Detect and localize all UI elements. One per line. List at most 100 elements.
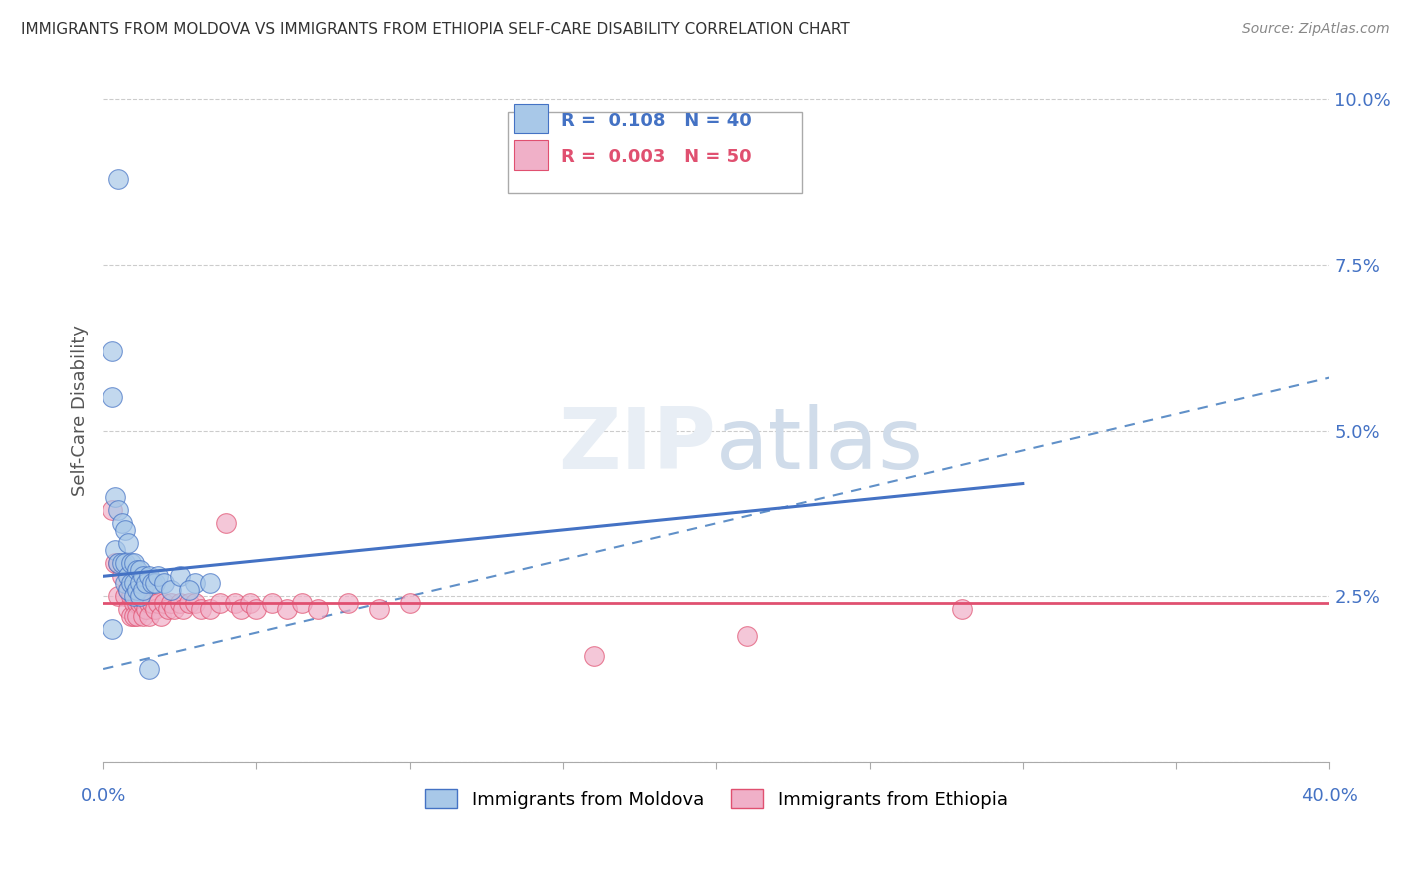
Point xyxy=(117,536,139,550)
Point xyxy=(122,596,145,610)
Point xyxy=(120,575,142,590)
Point xyxy=(135,575,157,590)
Point xyxy=(122,589,145,603)
Point xyxy=(107,556,129,570)
Point xyxy=(950,602,973,616)
Point xyxy=(125,582,148,597)
Point xyxy=(200,575,222,590)
Point xyxy=(114,556,136,570)
Point xyxy=(184,575,207,590)
Text: 0.0%: 0.0% xyxy=(80,787,125,805)
Point xyxy=(107,589,129,603)
FancyBboxPatch shape xyxy=(515,140,548,169)
Point xyxy=(276,602,298,616)
Point xyxy=(153,575,176,590)
Point xyxy=(260,596,283,610)
Text: R =  0.003   N = 50: R = 0.003 N = 50 xyxy=(561,148,751,166)
Point xyxy=(101,503,124,517)
Point xyxy=(132,569,155,583)
Point xyxy=(148,569,170,583)
Point xyxy=(129,575,152,590)
Point xyxy=(101,344,124,359)
Point xyxy=(114,575,136,590)
Point xyxy=(208,596,231,610)
Point xyxy=(398,596,420,610)
Text: R =  0.108   N = 40: R = 0.108 N = 40 xyxy=(561,112,751,129)
Point xyxy=(141,575,163,590)
Point xyxy=(120,556,142,570)
Text: Source: ZipAtlas.com: Source: ZipAtlas.com xyxy=(1241,22,1389,37)
Point xyxy=(156,602,179,616)
Point xyxy=(122,575,145,590)
Point xyxy=(337,596,360,610)
Point xyxy=(135,602,157,616)
Text: 40.0%: 40.0% xyxy=(1301,787,1358,805)
Point xyxy=(110,569,132,583)
Point xyxy=(138,609,160,624)
Point xyxy=(224,596,246,610)
Point xyxy=(129,589,152,603)
Point xyxy=(107,503,129,517)
Point xyxy=(125,563,148,577)
FancyBboxPatch shape xyxy=(508,112,801,193)
Point xyxy=(582,648,605,663)
Point xyxy=(114,523,136,537)
Point xyxy=(177,582,200,597)
Point xyxy=(172,602,194,616)
Point xyxy=(104,556,127,570)
Point xyxy=(169,596,191,610)
Point xyxy=(117,582,139,597)
Y-axis label: Self-Care Disability: Self-Care Disability xyxy=(72,326,89,496)
Point xyxy=(368,602,391,616)
Point xyxy=(120,589,142,603)
FancyBboxPatch shape xyxy=(515,103,548,133)
Point xyxy=(148,596,170,610)
Point xyxy=(735,629,758,643)
Point xyxy=(129,596,152,610)
Point xyxy=(110,516,132,531)
Point xyxy=(143,602,166,616)
Point xyxy=(101,622,124,636)
Point xyxy=(200,602,222,616)
Point xyxy=(107,556,129,570)
Point xyxy=(125,596,148,610)
Point xyxy=(215,516,238,531)
Point xyxy=(307,602,329,616)
Point xyxy=(291,596,314,610)
Point xyxy=(117,582,139,597)
Legend: Immigrants from Moldova, Immigrants from Ethiopia: Immigrants from Moldova, Immigrants from… xyxy=(418,782,1015,816)
Point xyxy=(114,589,136,603)
Point xyxy=(239,596,262,610)
Point xyxy=(143,575,166,590)
Point xyxy=(150,609,173,624)
Text: IMMIGRANTS FROM MOLDOVA VS IMMIGRANTS FROM ETHIOPIA SELF-CARE DISABILITY CORRELA: IMMIGRANTS FROM MOLDOVA VS IMMIGRANTS FR… xyxy=(21,22,849,37)
Point xyxy=(159,596,181,610)
Point xyxy=(184,596,207,610)
Point xyxy=(245,602,267,616)
Point xyxy=(153,596,176,610)
Point xyxy=(122,556,145,570)
Point xyxy=(129,563,152,577)
Point xyxy=(125,609,148,624)
Point xyxy=(229,602,252,616)
Point xyxy=(117,602,139,616)
Point xyxy=(110,556,132,570)
Point xyxy=(177,596,200,610)
Point xyxy=(104,490,127,504)
Text: ZIP: ZIP xyxy=(558,404,716,487)
Point xyxy=(104,542,127,557)
Point xyxy=(141,596,163,610)
Point xyxy=(122,609,145,624)
Point xyxy=(138,596,160,610)
Point xyxy=(101,391,124,405)
Point xyxy=(132,609,155,624)
Point xyxy=(132,596,155,610)
Point xyxy=(120,609,142,624)
Point xyxy=(138,569,160,583)
Point xyxy=(132,582,155,597)
Point xyxy=(190,602,212,616)
Text: atlas: atlas xyxy=(716,404,924,487)
Point xyxy=(162,602,184,616)
Point xyxy=(159,582,181,597)
Point xyxy=(169,569,191,583)
